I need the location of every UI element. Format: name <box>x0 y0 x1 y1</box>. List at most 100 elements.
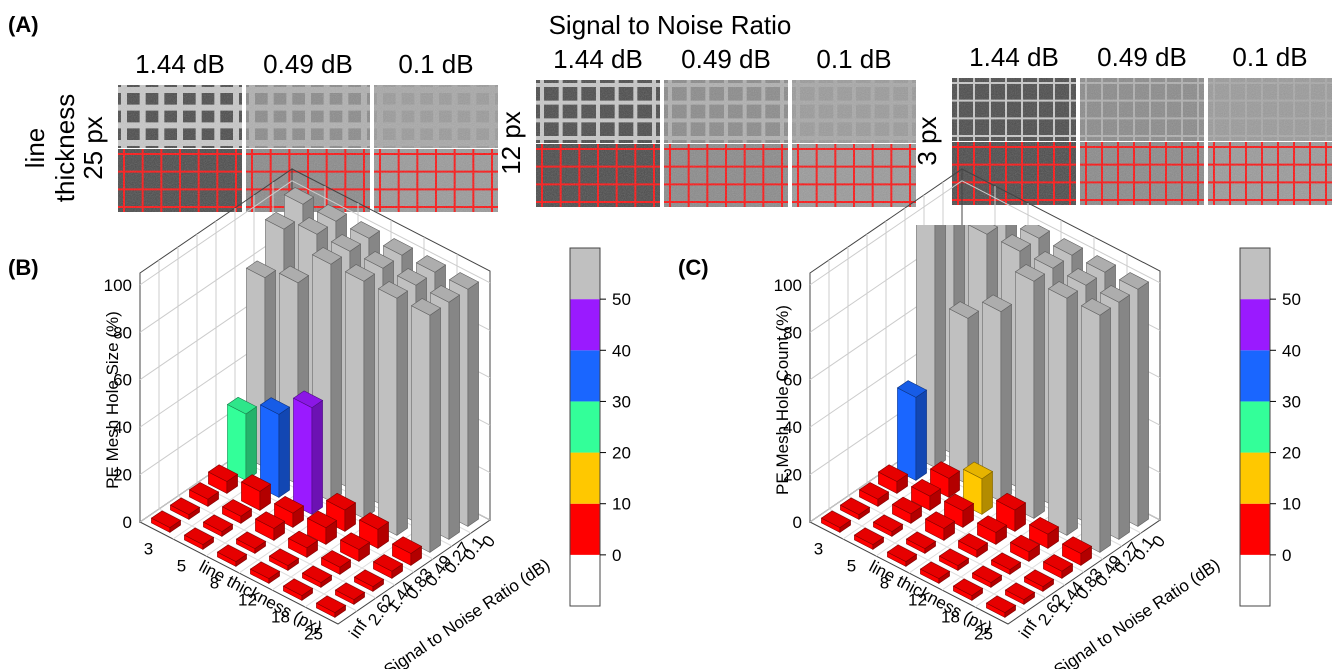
snr-label: 1.44 dB <box>553 44 643 74</box>
bar-front <box>378 289 396 536</box>
snr-label: 1.44 dB <box>135 49 225 79</box>
bar-side <box>430 308 441 552</box>
colorbar-tick-label: 20 <box>1282 444 1301 463</box>
bar <box>151 511 180 533</box>
bar <box>378 281 407 535</box>
colorbar-tick-label: 40 <box>1282 341 1301 360</box>
bar-side <box>312 400 323 514</box>
bar-front <box>949 309 967 485</box>
thickness-label: 3 px <box>912 116 942 165</box>
snr-label: 0.49 dB <box>1097 42 1187 72</box>
bar <box>227 397 256 480</box>
bar <box>170 498 199 520</box>
snr-label: 0.1 dB <box>398 49 473 79</box>
bar-side <box>449 295 460 539</box>
bar <box>906 532 935 554</box>
bar-front <box>293 398 311 514</box>
bar-side <box>279 407 290 497</box>
colorbar-tick-label: 30 <box>1282 392 1301 411</box>
bar <box>949 302 978 485</box>
bar-side <box>331 257 342 501</box>
bar <box>335 583 364 605</box>
noise <box>1208 142 1332 205</box>
colorbar-segment <box>1240 453 1270 504</box>
snr-label: 0.49 dB <box>681 44 771 74</box>
noise <box>118 149 242 212</box>
bar-side <box>1100 308 1111 552</box>
colorbar-segment <box>1240 555 1270 606</box>
thickness-label: 25 px <box>78 116 108 180</box>
noise <box>664 144 788 207</box>
bar <box>939 549 968 571</box>
y-axis-title: Signal to Noise Ratio (dB) <box>1051 555 1224 669</box>
bar-side <box>1138 282 1149 526</box>
colorbar-tick-label: 20 <box>612 444 631 463</box>
noise <box>536 80 660 143</box>
bar <box>991 553 1020 575</box>
bar <box>316 596 345 618</box>
noise <box>536 144 660 207</box>
panel-label: (B) <box>8 255 39 280</box>
panel-label: (A) <box>8 12 39 37</box>
noise <box>792 144 916 207</box>
bar-front <box>897 388 915 481</box>
row-title: line <box>20 128 50 168</box>
bar-side <box>1067 291 1078 535</box>
bar-side <box>246 407 257 481</box>
bar-front <box>227 404 245 480</box>
bar <box>1081 298 1110 552</box>
bar <box>840 498 869 520</box>
thickness-label: 12 px <box>496 111 526 175</box>
z-axis-title: PE Mesh Hole Size (%) <box>103 311 122 489</box>
bar <box>1015 264 1044 518</box>
bar <box>897 381 926 481</box>
bar <box>283 579 312 601</box>
z-tick-label: 0 <box>793 513 802 532</box>
bar <box>920 562 949 584</box>
colorbar-segment <box>570 504 600 555</box>
noise <box>374 85 498 148</box>
bar-side <box>397 291 408 535</box>
x-tick-label: 3 <box>814 540 823 559</box>
snr-label: 1.44 dB <box>969 42 1059 72</box>
bar <box>953 579 982 601</box>
bar <box>217 545 246 567</box>
colorbar-segment <box>1240 299 1270 350</box>
figure: (A) Signal to Noise Ratio line thickness… <box>0 0 1338 669</box>
bar <box>1048 281 1077 535</box>
x-tick-label: 5 <box>177 557 186 576</box>
bar <box>854 528 883 550</box>
colorbar-tick-label: 50 <box>1282 290 1301 309</box>
bar <box>236 532 265 554</box>
bar-side <box>1119 295 1130 539</box>
colorbar-tick-label: 40 <box>612 341 631 360</box>
bar <box>250 562 279 584</box>
bar <box>269 549 298 571</box>
bar <box>184 528 213 550</box>
snr-label: 0.1 dB <box>1232 42 1307 72</box>
snr-label: 0.49 dB <box>263 49 353 79</box>
colorbar-tick-label: 0 <box>1282 546 1291 565</box>
bar-side <box>968 311 979 484</box>
bar <box>345 264 374 518</box>
colorbar-segment <box>570 248 600 299</box>
colorbar-segment <box>570 299 600 350</box>
colorbar-segment <box>1240 504 1270 555</box>
bar <box>302 566 331 588</box>
noise <box>1080 142 1204 205</box>
colorbar-tick-label: 30 <box>612 392 631 411</box>
bar <box>411 298 440 552</box>
panel-title: Signal to Noise Ratio <box>549 10 792 40</box>
noise <box>246 85 370 148</box>
colorbar-tick-label: 50 <box>612 290 631 309</box>
colorbar-segment <box>570 453 600 504</box>
colorbar-tick-label: 0 <box>612 546 621 565</box>
bar-front <box>1015 272 1033 519</box>
bar <box>293 391 322 515</box>
bar <box>887 545 916 567</box>
bar-side <box>916 390 927 480</box>
noise <box>1208 78 1332 141</box>
bar <box>203 515 232 537</box>
z-tick-label: 100 <box>774 276 802 295</box>
